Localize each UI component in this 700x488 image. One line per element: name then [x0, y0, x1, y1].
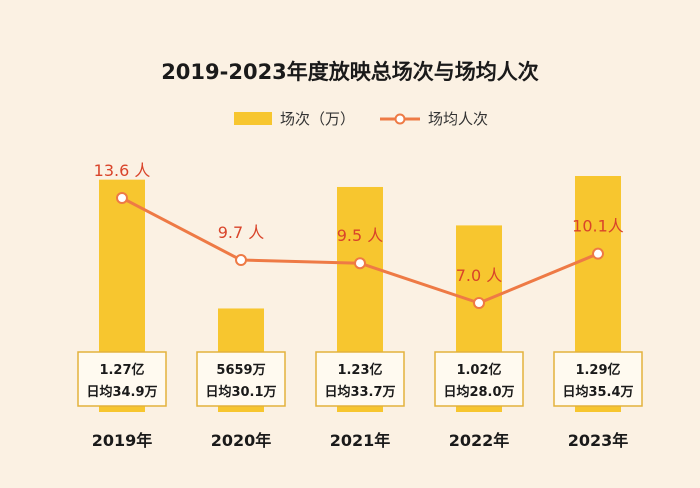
- line-point: [235, 254, 247, 267]
- legend: 场次（万） 场均人次: [234, 110, 488, 128]
- bar-daily-label: 日均30.1万: [205, 384, 276, 400]
- line-value-label: 7.0 人: [456, 266, 503, 285]
- bar-total-label: 1.29亿: [575, 362, 620, 378]
- bar-total-label: 1.23亿: [337, 362, 382, 378]
- bar-total-label: 5659万: [216, 363, 265, 378]
- bar-daily-label: 日均34.9万: [86, 384, 157, 400]
- line-value-label: 9.7 人: [218, 223, 265, 242]
- legend-line-label: 场均人次: [428, 110, 488, 128]
- value-box: [77, 351, 167, 407]
- value-box: [434, 351, 524, 407]
- x-tick-label: 2023年: [568, 431, 629, 450]
- line-value-label: 13.6 人: [94, 161, 151, 180]
- x-tick-label: 2022年: [449, 431, 510, 450]
- bar-daily-label: 日均35.4万: [562, 384, 633, 400]
- line-point: [473, 297, 485, 309]
- line-point: [116, 192, 128, 204]
- legend-bar-swatch: [234, 112, 272, 125]
- x-tick-label: 2019年: [92, 431, 153, 450]
- x-tick-label: 2021年: [330, 431, 391, 450]
- legend-bar-label: 场次（万）: [280, 110, 355, 128]
- legend-line-marker: [394, 113, 406, 125]
- chart-title: 2019-2023年度放映总场次与场均人次: [161, 60, 539, 84]
- line-point: [592, 247, 604, 260]
- x-axis: 2019年 2020年 2021年 2022年 2023年: [92, 431, 629, 450]
- line-layer: 13.6 人 9.7 人 9.5 人 7.0 人 10.1人: [94, 161, 624, 309]
- value-box: [196, 351, 286, 407]
- value-box: [553, 351, 643, 407]
- bar-daily-label: 日均28.0万: [443, 384, 514, 400]
- bar-daily-label: 日均33.7万: [324, 384, 395, 400]
- value-box: [315, 351, 405, 407]
- bar-total-label: 1.02亿: [456, 362, 501, 378]
- line-value-label: 10.1人: [572, 217, 624, 236]
- line-point: [354, 257, 366, 270]
- line-value-label: 9.5 人: [337, 226, 384, 245]
- x-tick-label: 2020年: [211, 431, 272, 450]
- bar-total-label: 1.27亿: [99, 362, 144, 378]
